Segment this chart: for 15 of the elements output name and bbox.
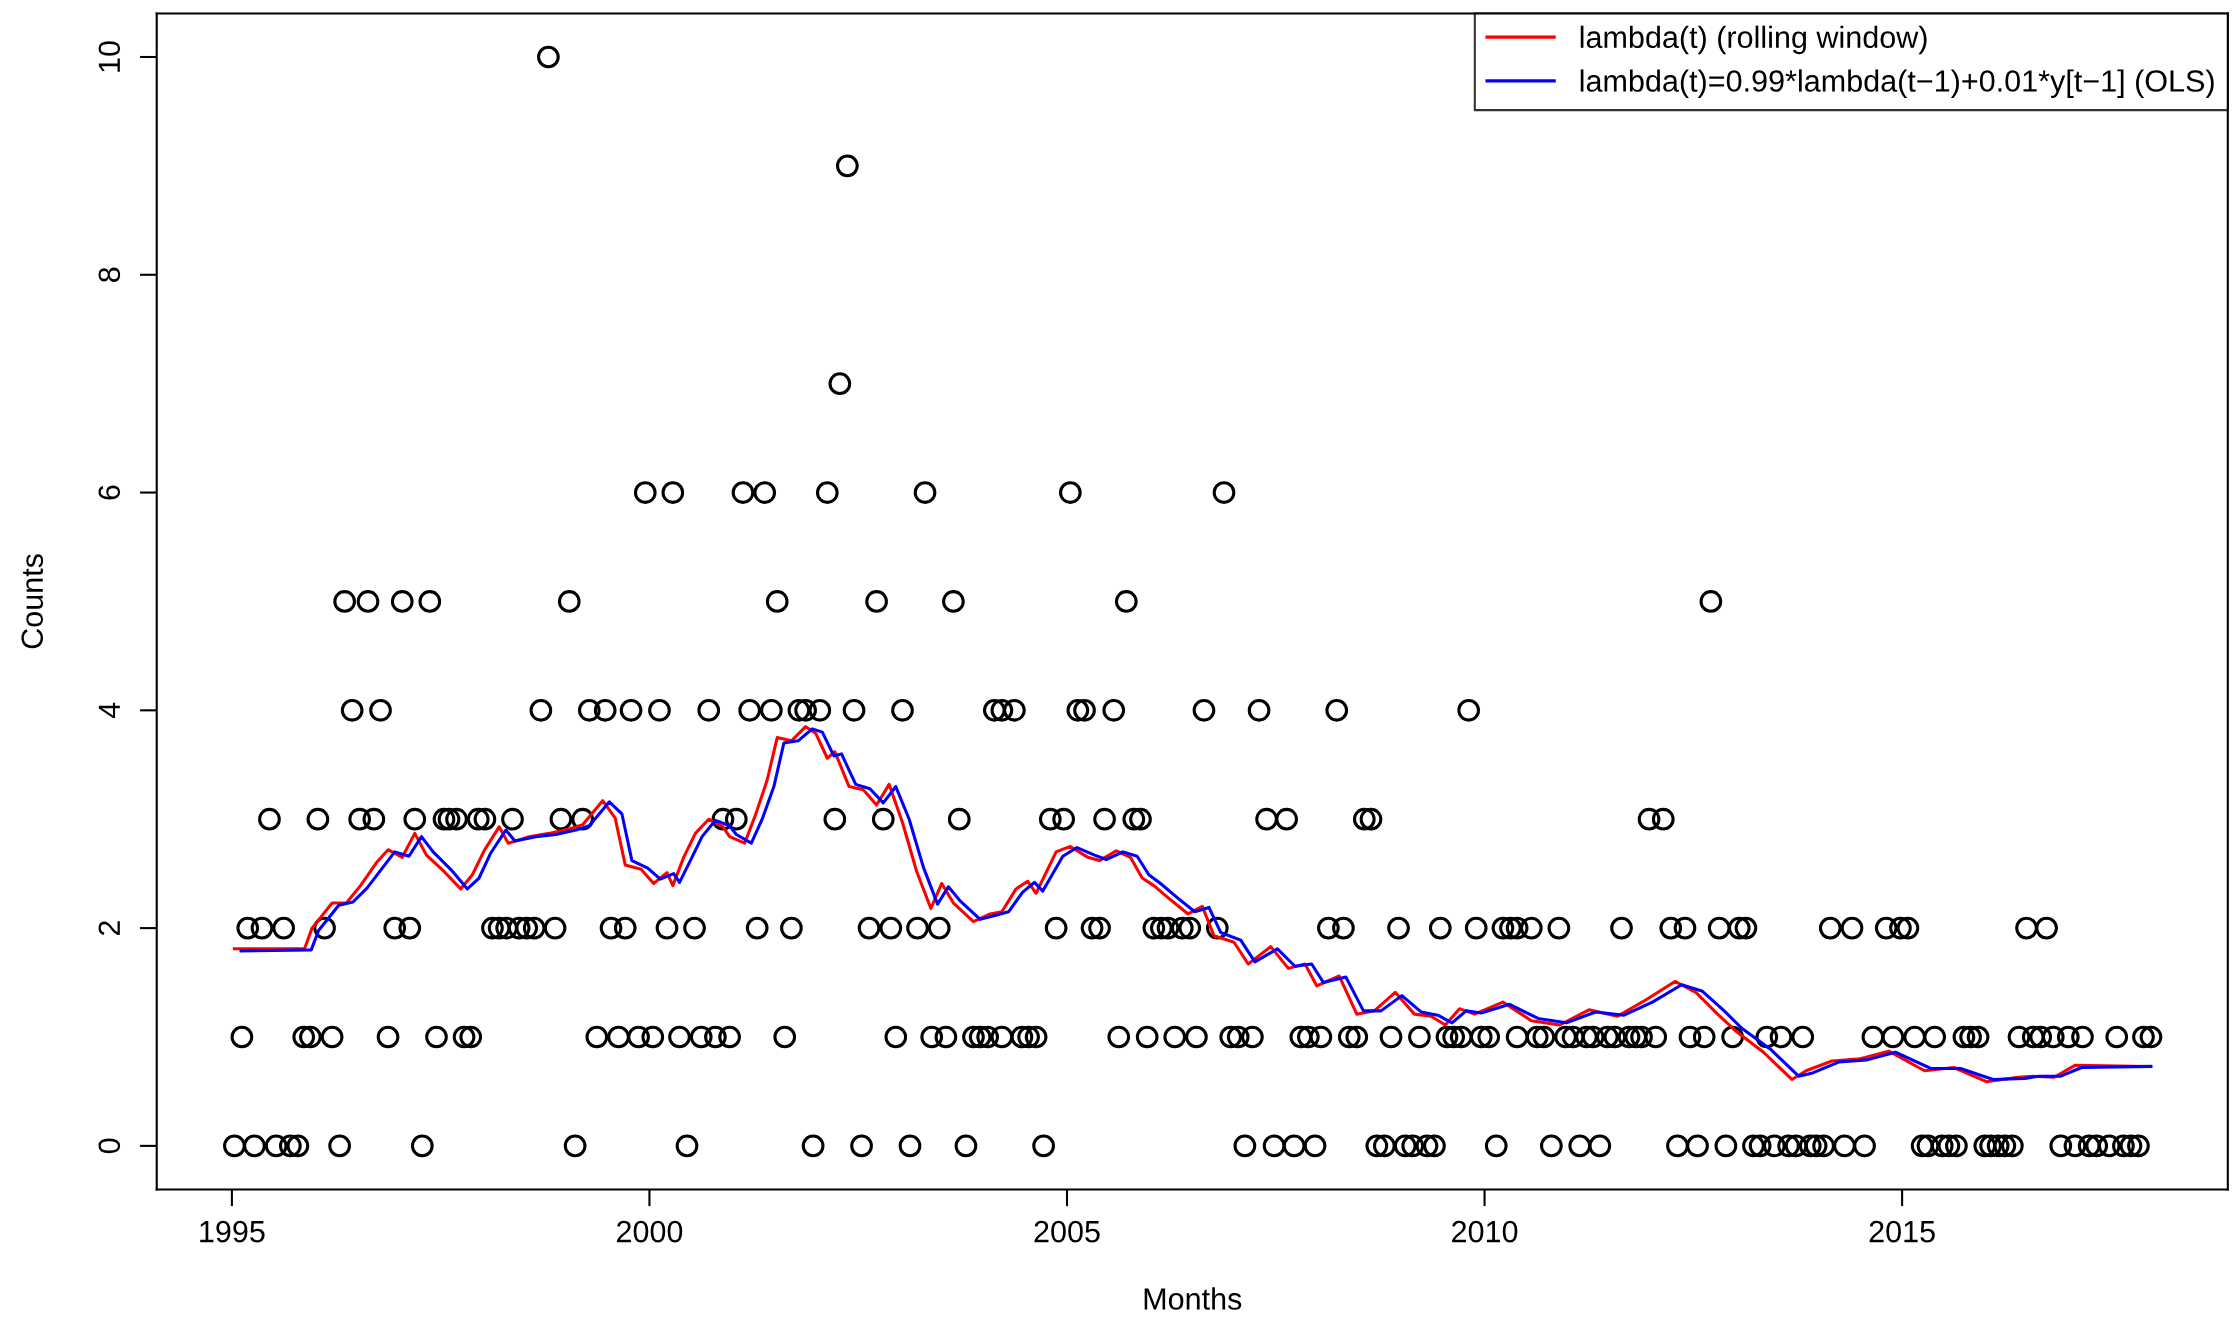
x-axis-title: Months [1144,1287,1242,1310]
y-tick-label: 0 [98,1138,121,1154]
legend-label: lambda(t)=0.99*lambda(t−1)+0.01*y[t−1] (OLS) [1580,69,2214,98]
y-axis-title: Counts [21,554,44,649]
x-tick-label: 2015 [1869,1220,1935,1243]
x-tick-label: 2010 [1452,1220,1518,1243]
y-tick-label: 2 [98,921,120,936]
x-tick-label: 1995 [200,1220,265,1243]
y-tick-label: 6 [98,485,121,500]
y-tick-label: 10 [98,41,121,72]
y-tick-label: 8 [98,267,121,282]
x-tick-label: 2000 [617,1220,683,1243]
y-tick-label: 4 [98,702,120,719]
x-tick-label: 2005 [1034,1220,1100,1243]
legend-label: lambda(t) (rolling window) [1580,25,1927,55]
